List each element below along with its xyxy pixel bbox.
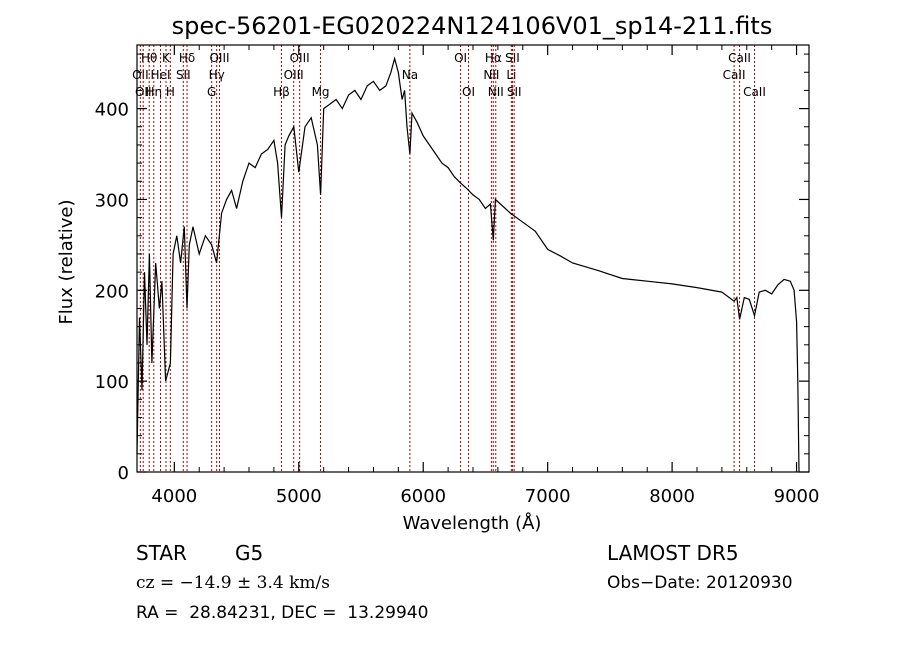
line-marker-label-26: CaII: [728, 51, 751, 65]
x-tick-label: 6000: [400, 486, 446, 507]
line-marker-label-16: Na: [402, 68, 418, 82]
line-markers: OIIOIIHθHηHeIKHSIIHδGHγOIIIHβOIIIOIIIMgN…: [132, 45, 766, 472]
axis-ticks: 4000 5000 6000 7000 8000 9000 0 100 200 300 400: [95, 45, 820, 507]
x-tick-label: 4000: [151, 486, 197, 507]
line-marker-label-12: Hβ: [273, 85, 290, 99]
line-marker-label-8: Hδ: [179, 51, 195, 65]
plot-frame: [136, 44, 810, 473]
line-marker-label-13: OIII: [284, 68, 304, 82]
line-marker-label-6: H: [166, 85, 175, 99]
object-subclass: G5: [235, 541, 264, 565]
line-marker-label-27: CaII: [743, 85, 766, 99]
x-axis-label: Wavelength (Å): [403, 512, 542, 534]
line-marker-label-21: NII: [488, 85, 504, 99]
line-marker-label-0: OII: [132, 68, 149, 82]
survey-name: LAMOST DR5: [607, 541, 739, 565]
line-marker-label-11: OIII: [209, 51, 229, 65]
line-marker-label-7: SII: [176, 68, 191, 82]
x-tick-label: 9000: [774, 486, 820, 507]
line-marker-label-14: OIII: [290, 51, 310, 65]
line-marker-label-4: HeI: [151, 68, 171, 82]
line-marker-label-23: SII: [505, 51, 520, 65]
line-marker-label-2: Hθ: [141, 51, 157, 65]
y-tick-label: 0: [118, 463, 129, 484]
y-tick-label: 100: [95, 372, 129, 393]
spectrum-line: [136, 56, 800, 473]
line-marker-label-22: Li: [506, 68, 516, 82]
sky-coordinates: RA = 28.84231, DEC = 13.29940: [136, 603, 429, 623]
y-tick-label: 200: [95, 281, 129, 302]
line-marker-label-25: CaII: [723, 68, 746, 82]
line-marker-label-9: G: [207, 85, 216, 99]
line-marker-label-10: Hγ: [209, 68, 225, 82]
y-axis-label: Flux (relative): [56, 199, 77, 324]
line-marker-label-19: NII: [483, 68, 499, 82]
line-marker-label-5: K: [162, 51, 171, 65]
line-marker-label-15: Mg: [312, 85, 330, 99]
line-marker-label-17: OI: [454, 51, 467, 65]
redshift-velocity: cz = −14.9 ± 3.4 km/s: [136, 573, 330, 593]
y-tick-label: 400: [95, 100, 129, 121]
x-tick-label: 8000: [649, 486, 695, 507]
line-marker-label-20: Hα: [485, 51, 502, 65]
line-marker-label-18: OI: [462, 85, 475, 99]
object-class: STAR: [136, 541, 187, 565]
y-tick-label: 300: [95, 190, 129, 211]
x-tick-label: 5000: [276, 486, 322, 507]
line-marker-label-3: Hη: [145, 85, 162, 99]
chart-title: spec-56201-EG020224N124106V01_sp14-211.f…: [172, 12, 773, 40]
line-marker-label-1: OII: [135, 85, 152, 99]
x-tick-label: 7000: [525, 486, 571, 507]
observation-date: Obs−Date: 20120930: [607, 573, 793, 593]
line-marker-label-24: SII: [507, 85, 522, 99]
